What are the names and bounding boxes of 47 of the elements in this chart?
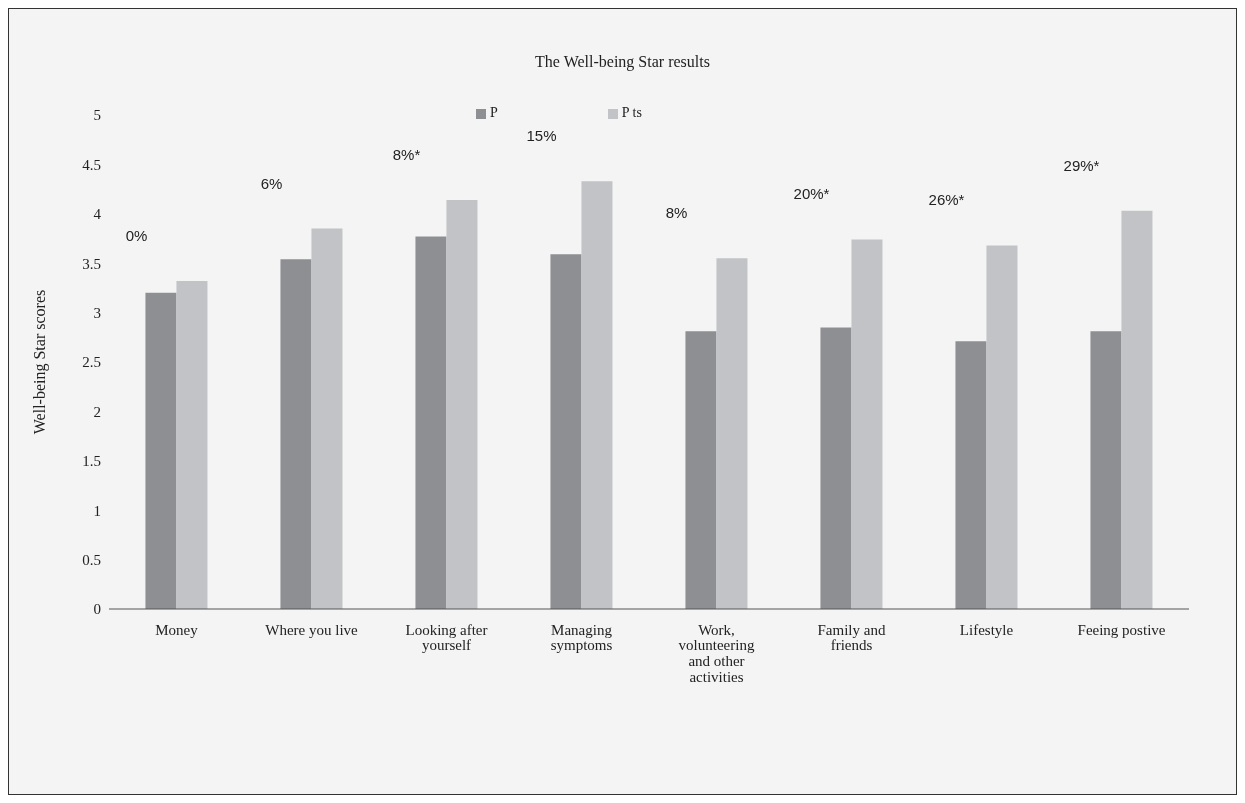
bar xyxy=(820,327,852,609)
bar xyxy=(851,239,883,609)
x-tick-label: Money xyxy=(155,621,199,638)
bar xyxy=(176,280,208,609)
y-tick-label: 0 xyxy=(93,601,101,618)
chart-title: The Well-being Star results xyxy=(534,53,711,71)
y-tick-label: 3 xyxy=(93,304,101,321)
bar xyxy=(986,245,1018,609)
annotation: 15% xyxy=(526,127,557,145)
annotation: 29%* xyxy=(1063,156,1100,174)
bar xyxy=(581,181,613,609)
x-tick-label: Feeing postive xyxy=(1077,621,1166,638)
x-tick-label: Looking after yourself xyxy=(405,621,488,654)
bar xyxy=(685,331,717,609)
y-axis-title: Well-being Star scores xyxy=(30,289,49,435)
bar xyxy=(415,236,447,609)
y-tick-label: 1 xyxy=(93,502,101,519)
bar xyxy=(550,254,582,609)
bar xyxy=(280,259,312,609)
legend-label: P xyxy=(490,105,498,120)
y-tick-label: 2.5 xyxy=(82,354,101,371)
bar xyxy=(1121,210,1153,609)
x-tick-label: Family and friends xyxy=(817,621,886,654)
bar xyxy=(446,199,478,609)
x-tick-label: Where you live xyxy=(265,621,359,638)
bar xyxy=(955,341,987,609)
annotation: 8% xyxy=(665,204,688,222)
y-tick-label: 5 xyxy=(93,107,101,124)
x-tick-label: Managing symptoms xyxy=(550,621,613,654)
x-tick-label: Lifestyle xyxy=(959,621,1014,638)
y-tick-label: 1.5 xyxy=(82,453,101,470)
bar xyxy=(145,292,177,609)
y-tick-label: 0.5 xyxy=(82,551,101,568)
y-tick-label: 4.5 xyxy=(82,156,101,173)
legend-label: P ts xyxy=(621,105,642,120)
annotation: 20%* xyxy=(793,185,830,203)
bar xyxy=(1090,331,1122,609)
annotation: 26%* xyxy=(928,191,965,209)
y-tick-label: 4 xyxy=(93,206,102,223)
annotation: 6% xyxy=(260,174,283,192)
bar xyxy=(716,258,748,609)
y-tick-label: 2 xyxy=(93,403,101,420)
annotation: 8%* xyxy=(392,145,421,163)
y-tick-label: 3.5 xyxy=(82,255,101,272)
bar xyxy=(311,228,343,609)
x-tick-label: Work, volunteering and other activities xyxy=(678,621,755,685)
annotation: 0% xyxy=(125,226,148,244)
